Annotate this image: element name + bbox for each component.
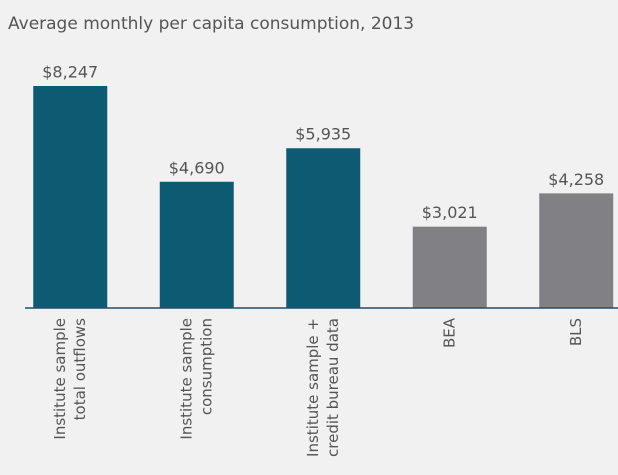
x-tick-label: Institute sample + <box>304 318 322 457</box>
x-tick-label: Institute sample <box>51 318 69 440</box>
chart-title: Average monthly per capita consumption, … <box>8 14 414 34</box>
value-label: $4,690 <box>169 158 225 177</box>
bar <box>286 148 361 308</box>
x-tick-label: BEA <box>440 317 458 348</box>
bar <box>539 193 614 308</box>
bar <box>159 181 234 308</box>
x-tick-label: credit bureau data <box>324 318 342 457</box>
x-tick-label: consumption <box>197 318 215 415</box>
bar <box>33 86 108 308</box>
value-label: $5,935 <box>295 125 351 144</box>
bar <box>412 226 487 308</box>
x-tick-label: Institute sample <box>177 318 195 440</box>
value-label: $4,258 <box>548 170 604 189</box>
x-tick-label: total outflows <box>71 318 89 421</box>
x-tick-label: BLS <box>567 318 585 346</box>
value-label: $8,247 <box>42 63 98 82</box>
value-label: $3,021 <box>422 203 478 222</box>
